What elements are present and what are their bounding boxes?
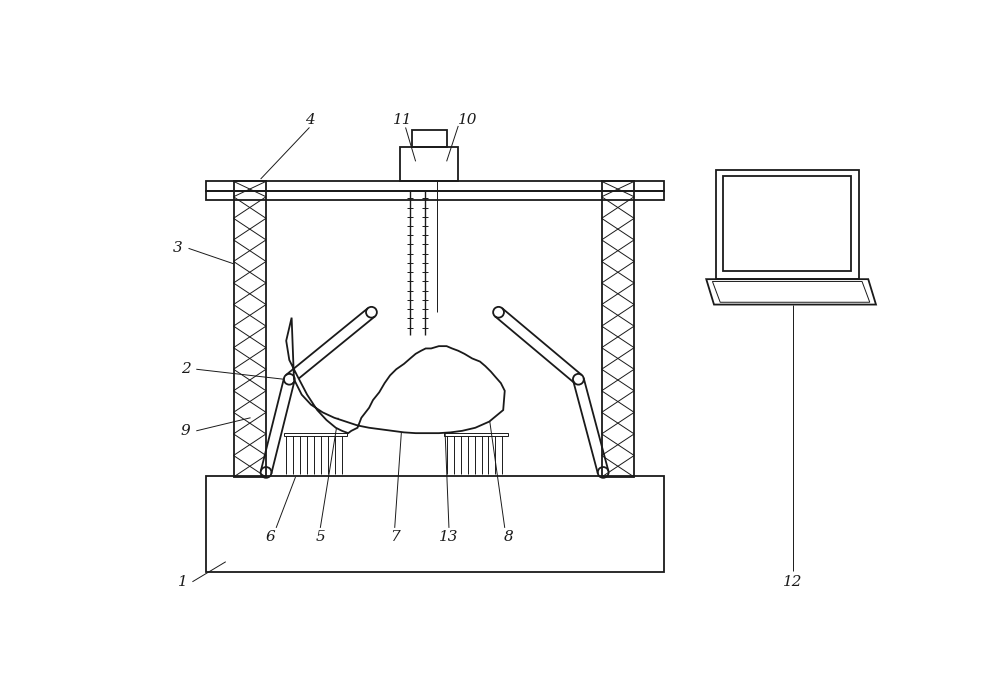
Bar — [284, 433, 347, 436]
Bar — [206, 190, 664, 200]
Text: 4: 4 — [305, 112, 314, 127]
Text: 6: 6 — [266, 530, 276, 544]
Text: 10: 10 — [458, 112, 477, 127]
Bar — [723, 176, 851, 271]
Bar — [602, 181, 634, 477]
Bar — [400, 147, 458, 181]
Polygon shape — [286, 317, 505, 433]
Text: 13: 13 — [439, 530, 459, 544]
Bar — [206, 475, 664, 572]
Text: 5: 5 — [315, 530, 325, 544]
Text: 2: 2 — [181, 362, 190, 376]
Text: 8: 8 — [504, 530, 514, 544]
Polygon shape — [706, 279, 876, 304]
Text: 3: 3 — [173, 241, 183, 255]
Bar — [716, 170, 859, 279]
Bar — [206, 181, 664, 190]
Text: 12: 12 — [783, 575, 803, 589]
Bar — [444, 433, 508, 436]
Text: 11: 11 — [393, 112, 412, 127]
Text: 1: 1 — [178, 575, 188, 589]
Bar — [412, 130, 447, 147]
Text: 9: 9 — [181, 424, 190, 438]
Text: 7: 7 — [390, 530, 400, 544]
Bar — [234, 181, 266, 477]
